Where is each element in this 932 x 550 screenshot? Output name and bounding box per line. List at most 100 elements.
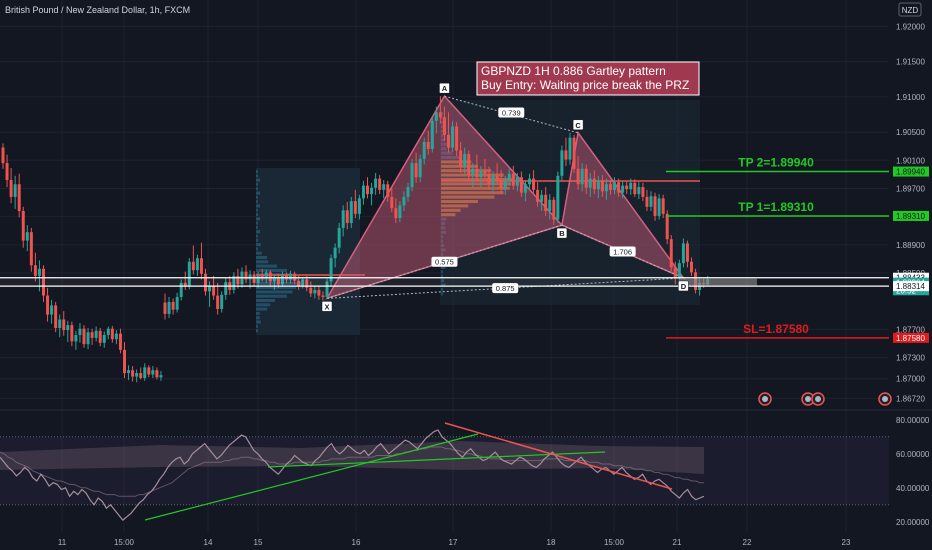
time-tick-label: 17 bbox=[449, 538, 458, 547]
candle-body bbox=[329, 258, 333, 282]
ratio-box bbox=[431, 256, 458, 267]
candle-body bbox=[637, 187, 641, 195]
rsi-panel bbox=[0, 422, 889, 521]
volume-bar bbox=[256, 204, 260, 208]
candle-body bbox=[183, 282, 187, 287]
volume-bar bbox=[256, 234, 258, 238]
currency-badge[interactable]: NZD bbox=[898, 2, 922, 17]
volume-bar bbox=[441, 270, 443, 274]
volume-bar bbox=[256, 187, 258, 191]
candle-body bbox=[123, 349, 126, 374]
candle-body bbox=[653, 196, 657, 216]
volume-bar bbox=[441, 129, 443, 133]
candle-body bbox=[483, 171, 487, 174]
ratio-label: 0.875 bbox=[496, 284, 515, 293]
event-icons[interactable] bbox=[758, 392, 892, 406]
range-box bbox=[256, 168, 360, 335]
candle-body bbox=[600, 180, 604, 192]
candle-body bbox=[195, 258, 199, 271]
volume-bar bbox=[256, 191, 260, 195]
candle-body bbox=[333, 247, 337, 259]
candle-body bbox=[167, 301, 171, 314]
point-box bbox=[556, 227, 568, 239]
candle-body bbox=[609, 184, 612, 190]
candle-body bbox=[208, 286, 212, 292]
candle-body bbox=[220, 294, 224, 309]
candle-body bbox=[455, 126, 459, 151]
candle-body bbox=[394, 208, 398, 219]
volume-bar bbox=[256, 311, 260, 315]
candle-body bbox=[386, 184, 390, 197]
candle-body bbox=[9, 180, 13, 197]
volume-bar bbox=[256, 260, 269, 264]
candle-body bbox=[402, 196, 406, 206]
volume-bar bbox=[256, 238, 259, 242]
time-tick-label: 15 bbox=[254, 538, 263, 547]
volume-bar bbox=[441, 279, 444, 283]
candle-body bbox=[147, 367, 151, 375]
volume-bar bbox=[256, 213, 259, 216]
candle-body bbox=[685, 243, 689, 262]
point-label: A bbox=[442, 84, 448, 93]
point-box bbox=[321, 301, 333, 312]
candle-body bbox=[21, 211, 25, 241]
candle-body bbox=[584, 168, 588, 188]
volume-bar bbox=[256, 230, 261, 234]
rsi-tick-label: 80.00000 bbox=[896, 416, 930, 425]
volume-bar bbox=[256, 178, 260, 182]
candle-body bbox=[673, 267, 677, 279]
candle-body bbox=[37, 268, 41, 276]
price-marker-label: 1.88314 bbox=[896, 282, 925, 291]
volume-bar bbox=[256, 195, 258, 199]
candle-body bbox=[540, 194, 544, 202]
candle-body bbox=[256, 275, 260, 283]
candle-body bbox=[430, 120, 434, 150]
candle-body bbox=[463, 153, 467, 167]
volume-bar bbox=[256, 324, 258, 328]
time-axis[interactable]: 11 15:00 14 15 16 17 18 15:00 21 22 23 bbox=[58, 538, 851, 547]
annotation-line-2: Buy Entry: Waiting price break the PRZ bbox=[481, 78, 689, 92]
volume-bar bbox=[441, 252, 443, 256]
price-marker bbox=[893, 210, 929, 221]
volume-bar bbox=[441, 112, 443, 115]
ratio-label: 1.706 bbox=[613, 248, 632, 257]
candle-body bbox=[1, 147, 5, 164]
time-tick-label: 11 bbox=[58, 538, 67, 547]
price-tick-label: 1.91500 bbox=[896, 58, 925, 67]
ratio-box bbox=[609, 246, 636, 257]
level-label: SL=1.87580 bbox=[743, 322, 809, 336]
candle-body bbox=[532, 178, 536, 190]
point-label: C bbox=[575, 121, 581, 130]
pattern-annotation[interactable]: GBPNZD 1H 0.886 Gartley pattern Buy Entr… bbox=[476, 61, 700, 96]
annotation-line-1: GBPNZD 1H 0.886 Gartley pattern bbox=[481, 64, 666, 78]
price-marker bbox=[893, 332, 929, 343]
candle-body bbox=[155, 370, 159, 378]
price-marker bbox=[893, 166, 929, 177]
candle-body bbox=[479, 171, 483, 178]
candle-body bbox=[325, 281, 329, 297]
candle-body bbox=[645, 196, 649, 207]
candle-body bbox=[345, 210, 349, 223]
candle-body bbox=[588, 178, 592, 188]
candle-body bbox=[58, 319, 62, 328]
volume-bar bbox=[256, 182, 258, 186]
volume-bar bbox=[256, 208, 258, 212]
volume-bar bbox=[441, 182, 511, 186]
candle-body bbox=[649, 196, 653, 207]
candle-body bbox=[264, 272, 268, 279]
volume-bar bbox=[256, 268, 287, 272]
volume-bar bbox=[441, 239, 443, 243]
candle-body bbox=[110, 328, 114, 340]
volume-bar bbox=[441, 134, 444, 137]
candle-body bbox=[309, 287, 313, 294]
candle-body bbox=[447, 134, 450, 148]
rsi-tick-label: 40.00000 bbox=[896, 484, 930, 493]
candle-body bbox=[370, 187, 374, 195]
price-axis[interactable]: 1.92000 1.91500 1.91000 1.90500 1.90100 1.897… bbox=[893, 22, 930, 527]
volume-bar bbox=[441, 142, 449, 146]
price-tick-label: 1.87000 bbox=[896, 375, 925, 384]
candle-body bbox=[548, 199, 552, 212]
candle-body bbox=[418, 158, 422, 178]
candle-body bbox=[114, 333, 118, 340]
